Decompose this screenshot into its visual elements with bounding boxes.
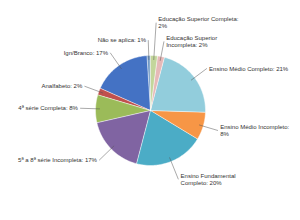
svg-text:4ª série Completa: 8%: 4ª série Completa: 8% bbox=[18, 105, 78, 111]
svg-text:Não se aplica: 1%: Não se aplica: 1% bbox=[98, 37, 147, 43]
svg-text:5ª a 8ª série Incompleta: 17%: 5ª a 8ª série Incompleta: 17% bbox=[18, 157, 97, 163]
svg-text:Educação SuperiorIncompleta: 2: Educação SuperiorIncompleta: 2% bbox=[166, 35, 217, 48]
svg-text:Ensino Médio Incompleto:8%: Ensino Médio Incompleto:8% bbox=[220, 124, 289, 137]
svg-text:Ensino Médio Completo: 21%: Ensino Médio Completo: 21% bbox=[209, 66, 289, 72]
svg-text:Educação Superior Completa:2%: Educação Superior Completa:2% bbox=[158, 16, 238, 29]
svg-text:Ign/Branco: 17%: Ign/Branco: 17% bbox=[64, 50, 109, 56]
svg-text:Ensino FundamentalCompleto: 20: Ensino FundamentalCompleto: 20% bbox=[181, 173, 236, 186]
svg-text:Analfabeto: 2%: Analfabeto: 2% bbox=[42, 83, 83, 89]
